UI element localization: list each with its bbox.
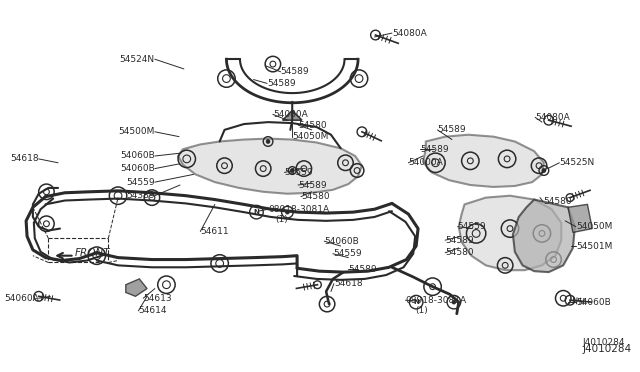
Text: 54060B: 54060B — [324, 237, 359, 246]
Polygon shape — [283, 110, 302, 120]
Circle shape — [291, 169, 294, 173]
Text: 54060B: 54060B — [120, 151, 155, 160]
Text: N: N — [413, 299, 419, 305]
Text: 54618: 54618 — [10, 154, 38, 163]
Text: 54080A: 54080A — [535, 113, 570, 122]
Text: 54589: 54589 — [445, 236, 474, 245]
Text: 54060B: 54060B — [576, 298, 611, 307]
Text: (1): (1) — [415, 307, 428, 315]
Text: 54589: 54589 — [437, 125, 466, 134]
Text: J4010284: J4010284 — [582, 344, 632, 354]
Text: 54589: 54589 — [420, 145, 449, 154]
Text: 54500M: 54500M — [118, 127, 155, 136]
Text: 54525N: 54525N — [559, 158, 595, 167]
Text: 54050M: 54050M — [576, 222, 612, 231]
Text: 54589: 54589 — [267, 79, 296, 88]
Text: 54580: 54580 — [298, 121, 326, 129]
Circle shape — [266, 140, 270, 144]
Polygon shape — [126, 279, 147, 296]
Text: 54080A: 54080A — [273, 110, 308, 119]
Text: 08918-3081A: 08918-3081A — [406, 296, 467, 305]
Text: 54611: 54611 — [200, 227, 229, 236]
Polygon shape — [513, 199, 575, 272]
Text: 54559: 54559 — [458, 222, 486, 231]
Text: 54080A: 54080A — [392, 29, 427, 38]
Polygon shape — [178, 139, 362, 194]
Polygon shape — [423, 135, 544, 187]
Text: J4010284: J4010284 — [582, 338, 625, 347]
Text: 08918-3081A: 08918-3081A — [268, 205, 329, 214]
Text: 54501M: 54501M — [576, 241, 612, 250]
Text: 54559: 54559 — [333, 249, 362, 258]
Text: FRONT: FRONT — [74, 248, 110, 258]
Polygon shape — [459, 196, 561, 270]
Circle shape — [542, 169, 546, 173]
Text: 54589: 54589 — [280, 67, 309, 76]
Text: 54614: 54614 — [138, 307, 167, 315]
Text: N: N — [253, 209, 259, 215]
Circle shape — [285, 210, 289, 214]
Text: 54524N: 54524N — [120, 55, 155, 64]
Text: 54060B: 54060B — [120, 164, 155, 173]
Text: 54589: 54589 — [298, 180, 326, 189]
Text: 54580: 54580 — [301, 192, 330, 201]
Text: 54589: 54589 — [348, 265, 377, 274]
Text: 54559: 54559 — [126, 177, 155, 187]
Text: 54559: 54559 — [285, 168, 313, 177]
Text: 54613: 54613 — [143, 294, 172, 303]
Text: (1): (1) — [275, 215, 287, 224]
Text: 54000A: 54000A — [408, 158, 443, 167]
Text: 54580: 54580 — [543, 197, 572, 206]
Circle shape — [452, 300, 456, 304]
Polygon shape — [568, 204, 592, 232]
Text: 54389: 54389 — [126, 191, 155, 200]
Text: 54580: 54580 — [445, 248, 474, 257]
Text: 54050M: 54050M — [292, 132, 328, 141]
Text: 54618: 54618 — [334, 279, 362, 288]
Text: 54060A: 54060A — [4, 294, 38, 303]
